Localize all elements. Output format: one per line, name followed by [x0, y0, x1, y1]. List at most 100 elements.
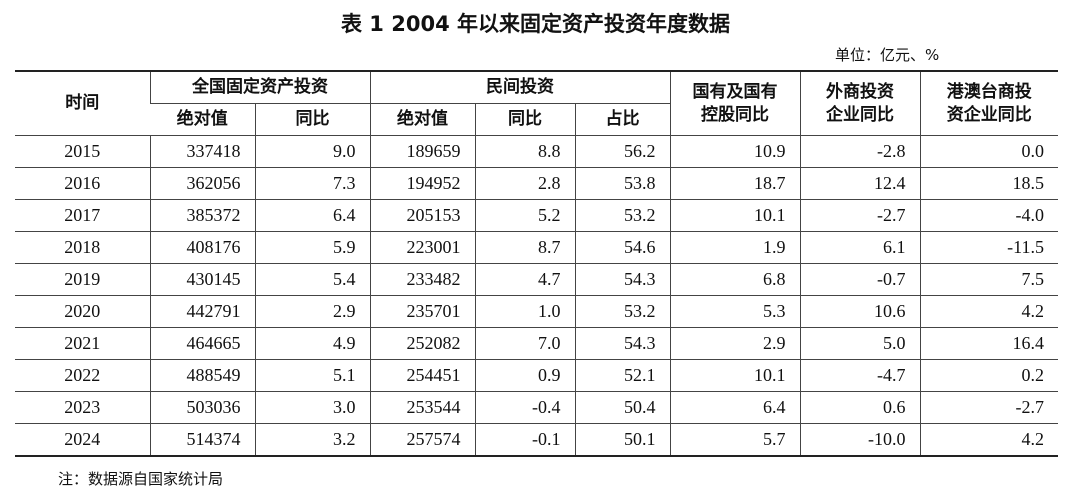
value-cell: 54.3: [574, 263, 670, 296]
value-cell: 235701: [369, 295, 475, 328]
value-cell: 0.0: [919, 135, 1058, 168]
table-header: 时间 全国固定资产投资 民间投资 国有及国有 控股同比 外商投资 企业同比 港澳台商…: [15, 71, 1058, 136]
header-cell: 全国固定资产投资: [149, 71, 370, 104]
value-cell: 5.1: [254, 359, 370, 392]
year-cell: 2023: [15, 391, 150, 424]
value-cell: 4.7: [474, 263, 575, 296]
value-cell: 1.0: [474, 295, 575, 328]
header-line: 外商投资: [826, 82, 894, 103]
value-cell: 5.0: [799, 327, 920, 360]
data-row: 2021 464665 4.9 252082 7.0 54.3 2.9 5.0 16.4: [15, 327, 1058, 360]
data-row: 2022 488549 5.1 254451 0.9 52.1 10.1 -4.7 0.2: [15, 359, 1058, 392]
value-cell: 52.1: [574, 359, 670, 392]
value-cell: 503036: [149, 391, 255, 424]
value-cell: 4.2: [919, 295, 1058, 328]
value-cell: 53.2: [574, 295, 670, 328]
header-cell: 时间: [15, 71, 150, 136]
value-cell: 194952: [369, 167, 475, 200]
value-cell: 0.9: [474, 359, 575, 392]
value-cell: 254451: [369, 359, 475, 392]
data-row: 2024 514374 3.2 257574 -0.1 50.1 5.7 -10.0 4.2: [15, 423, 1058, 457]
value-cell: 7.3: [254, 167, 370, 200]
header-line: 控股同比: [701, 104, 769, 125]
value-cell: 56.2: [574, 135, 670, 168]
value-cell: -4.0: [919, 199, 1058, 232]
year-cell: 2022: [15, 359, 150, 392]
year-cell: 2017: [15, 199, 150, 232]
value-cell: 16.4: [919, 327, 1058, 360]
value-cell: 408176: [149, 231, 255, 264]
value-cell: 6.8: [669, 263, 800, 296]
year-cell: 2018: [15, 231, 150, 264]
data-table: 时间 全国固定资产投资 民间投资 国有及国有 控股同比 外商投资 企业同比 港澳台商…: [15, 70, 1058, 457]
value-cell: 18.7: [669, 167, 800, 200]
data-row: 2015 337418 9.0 189659 8.8 56.2 10.9 -2.8 0.0: [15, 135, 1058, 168]
value-cell: 189659: [369, 135, 475, 168]
value-cell: 5.7: [669, 423, 800, 457]
value-cell: 0.2: [919, 359, 1058, 392]
value-cell: 5.2: [474, 199, 575, 232]
year-cell: 2021: [15, 327, 150, 360]
header-row: 时间 全国固定资产投资 民间投资 国有及国有 控股同比 外商投资 企业同比 港澳台商…: [15, 71, 1058, 136]
value-cell: 514374: [149, 423, 255, 457]
value-cell: 53.2: [574, 199, 670, 232]
value-cell: 8.8: [474, 135, 575, 168]
header-cell: 外商投资 企业同比: [799, 71, 920, 136]
value-cell: 10.1: [669, 199, 800, 232]
header-cell: 国有及国有 控股同比: [669, 71, 800, 136]
value-cell: 12.4: [799, 167, 920, 200]
value-cell: 10.6: [799, 295, 920, 328]
value-cell: 1.9: [669, 231, 800, 264]
header-cell: 民间投资: [369, 71, 670, 104]
value-cell: -0.4: [474, 391, 575, 424]
value-cell: 252082: [369, 327, 475, 360]
data-row: 2018 408176 5.9 223001 8.7 54.6 1.9 6.1 -11.5: [15, 231, 1058, 264]
year-cell: 2016: [15, 167, 150, 200]
value-cell: 50.1: [574, 423, 670, 457]
value-cell: 4.9: [254, 327, 370, 360]
header-cell: 占比: [574, 103, 670, 136]
value-cell: 18.5: [919, 167, 1058, 200]
value-cell: 430145: [149, 263, 255, 296]
value-cell: 5.4: [254, 263, 370, 296]
value-cell: 385372: [149, 199, 255, 232]
value-cell: 6.4: [669, 391, 800, 424]
year-cell: 2024: [15, 423, 150, 457]
value-cell: 3.2: [254, 423, 370, 457]
header-line: 国有及国有: [692, 82, 778, 103]
value-cell: -2.7: [919, 391, 1058, 424]
footnote: 注：数据源自国家统计局: [58, 470, 224, 488]
value-cell: 4.2: [919, 423, 1058, 457]
unit-label: 单位：亿元、%: [835, 46, 940, 64]
value-cell: -4.7: [799, 359, 920, 392]
value-cell: 5.3: [669, 295, 800, 328]
value-cell: 50.4: [574, 391, 670, 424]
header-cell: 绝对值: [150, 103, 255, 136]
value-cell: 464665: [149, 327, 255, 360]
header-line: 资企业同比: [946, 104, 1032, 125]
value-cell: 54.3: [574, 327, 670, 360]
data-row: 2016 362056 7.3 194952 2.8 53.8 18.7 12.4 18.5: [15, 167, 1058, 200]
year-cell: 2020: [15, 295, 150, 328]
value-cell: 257574: [369, 423, 475, 457]
value-cell: 253544: [369, 391, 475, 424]
value-cell: 2.8: [474, 167, 575, 200]
data-row: 2019 430145 5.4 233482 4.7 54.3 6.8 -0.7 7.5: [15, 263, 1058, 296]
value-cell: 7.0: [474, 327, 575, 360]
value-cell: 54.6: [574, 231, 670, 264]
value-cell: -0.7: [799, 263, 920, 296]
value-cell: 233482: [369, 263, 475, 296]
value-cell: -0.1: [474, 423, 575, 457]
value-cell: 8.7: [474, 231, 575, 264]
value-cell: -11.5: [919, 231, 1058, 264]
value-cell: 442791: [149, 295, 255, 328]
value-cell: -10.0: [799, 423, 920, 457]
value-cell: -2.8: [799, 135, 920, 168]
data-row: 2020 442791 2.9 235701 1.0 53.2 5.3 10.6 4.2: [15, 295, 1058, 328]
value-cell: 7.5: [919, 263, 1058, 296]
table-body: 2015 337418 9.0 189659 8.8 56.2 10.9 -2.8 0.0 201…: [15, 135, 1058, 457]
header-line: 企业同比: [826, 104, 894, 125]
header-line: 港澳台商投: [946, 82, 1032, 103]
value-cell: 2.9: [254, 295, 370, 328]
